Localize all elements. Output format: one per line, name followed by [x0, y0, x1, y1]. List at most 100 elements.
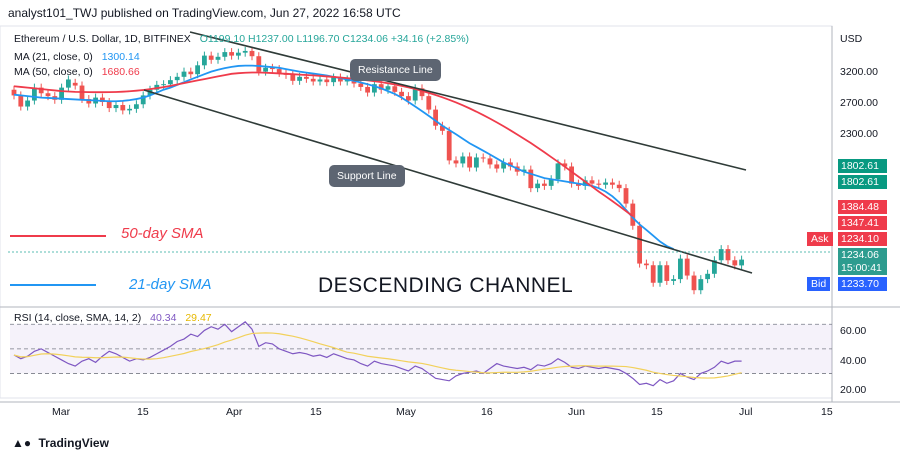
candle-body: [433, 109, 438, 126]
candle-body: [120, 105, 126, 111]
ma50-legend: MA (50, close, 0) 1680.66: [14, 66, 140, 78]
candle-body: [358, 83, 364, 87]
last-price: 1234.06: [838, 248, 887, 262]
ma50-line: [13, 71, 634, 218]
candle-body: [45, 93, 51, 97]
candle-body: [644, 263, 649, 266]
candle-body: [270, 67, 275, 70]
candle-body: [623, 188, 629, 204]
candle-body: [616, 184, 622, 189]
tradingview-logo[interactable]: ▲● TradingView: [12, 436, 109, 450]
candle-body: [494, 164, 500, 169]
candle-body: [637, 225, 642, 264]
candle-body: [134, 104, 139, 109]
candle-body: [555, 163, 561, 180]
x-tick-mar15: 15: [137, 406, 149, 418]
candle-body: [208, 55, 214, 60]
candle-body: [487, 158, 493, 165]
rsi-tick-20: 20.00: [840, 384, 867, 396]
y-tick-2700: 2700.00: [840, 97, 878, 109]
candle-body: [297, 76, 302, 81]
candle-body: [657, 265, 663, 283]
candle-body: [705, 273, 710, 280]
tv-logo-icon: ▲●: [12, 436, 32, 450]
candle-body: [732, 260, 738, 266]
candle-body: [426, 96, 432, 110]
candle-body: [32, 87, 37, 101]
candle-body: [603, 182, 608, 185]
candle-body: [392, 86, 398, 92]
candle-body: [460, 156, 466, 164]
candle-body: [236, 52, 241, 56]
candle-body: [338, 77, 343, 82]
candle-body: [11, 89, 17, 96]
candle-body: [739, 259, 744, 266]
candle-body: [419, 88, 425, 97]
candle-body: [25, 100, 30, 107]
candle-body: [276, 69, 282, 73]
ma21-line: [13, 64, 674, 250]
sma21-annotation: 21-day SMA: [129, 276, 212, 293]
candle-body: [610, 182, 615, 185]
candle-body: [589, 180, 595, 184]
candle-body: [467, 156, 472, 168]
candle-body: [242, 50, 248, 53]
candle-body: [229, 52, 234, 56]
support-callout: Support Line: [329, 165, 405, 187]
candle-body: [202, 55, 207, 66]
candle-body: [38, 87, 44, 94]
bid-price: 1233.70: [838, 277, 887, 291]
price-tag-1: 1802.61: [838, 159, 887, 173]
x-tick-may16: 16: [481, 406, 493, 418]
candle-body: [168, 80, 173, 85]
rsi-band-fill: [10, 324, 832, 374]
candle-body: [59, 87, 64, 100]
price-tag-4: 1347.41: [838, 216, 887, 230]
x-tick-apr: Apr: [226, 406, 243, 418]
x-tick-jun15: 15: [651, 406, 663, 418]
x-tick-jul15: 15: [821, 406, 833, 418]
candle-body: [440, 125, 445, 131]
symbol-legend: Ethereum / U.S. Dollar, 1D, BITFINEX O11…: [14, 33, 469, 45]
candle-body: [100, 97, 105, 103]
x-tick-may: May: [396, 406, 416, 418]
candle-body: [113, 105, 119, 109]
candle-body: [508, 162, 513, 167]
candle-body: [344, 79, 350, 82]
candle-body: [453, 160, 459, 164]
y-tick-3200: 3200.00: [840, 66, 878, 78]
candle-body: [304, 76, 309, 79]
bid-label: Bid: [807, 277, 831, 291]
bar-countdown: 15:00:41: [838, 261, 887, 275]
candle-body: [385, 86, 391, 90]
candle-body: [181, 71, 187, 77]
candle-body: [372, 84, 377, 93]
resistance-line: [189, 31, 747, 171]
candle-body: [310, 78, 316, 82]
candle-body: [215, 56, 221, 60]
x-tick-jul: Jul: [739, 406, 753, 418]
price-tag-3: 1384.48: [838, 200, 887, 214]
x-tick-apr15: 15: [310, 406, 322, 418]
rsi-line: [13, 321, 742, 387]
candle-body: [317, 79, 323, 82]
rsi-tick-60: 60.00: [840, 325, 867, 337]
currency-label: USD: [840, 33, 863, 45]
rsi-ma-line: [13, 332, 742, 379]
candle-body: [86, 99, 92, 104]
candle-body: [712, 260, 717, 274]
candle-body: [542, 183, 547, 186]
channel-title: DESCENDING CHANNEL: [318, 274, 574, 297]
ohlc-values: O1199.10 H1237.00 L1196.70 C1234.06 +34.…: [199, 33, 470, 45]
sma50-annotation: 50-day SMA: [121, 225, 204, 242]
candle-body: [365, 86, 370, 93]
candle-body: [222, 52, 228, 57]
candle-body: [446, 130, 452, 161]
y-tick-2300: 2300.00: [840, 128, 878, 140]
candle-body: [576, 183, 581, 186]
candle-body: [521, 169, 527, 172]
candle-body: [691, 275, 697, 291]
resistance-callout: Resistance Line: [350, 59, 441, 81]
tradingview-wordmark: TradingView: [38, 436, 109, 450]
